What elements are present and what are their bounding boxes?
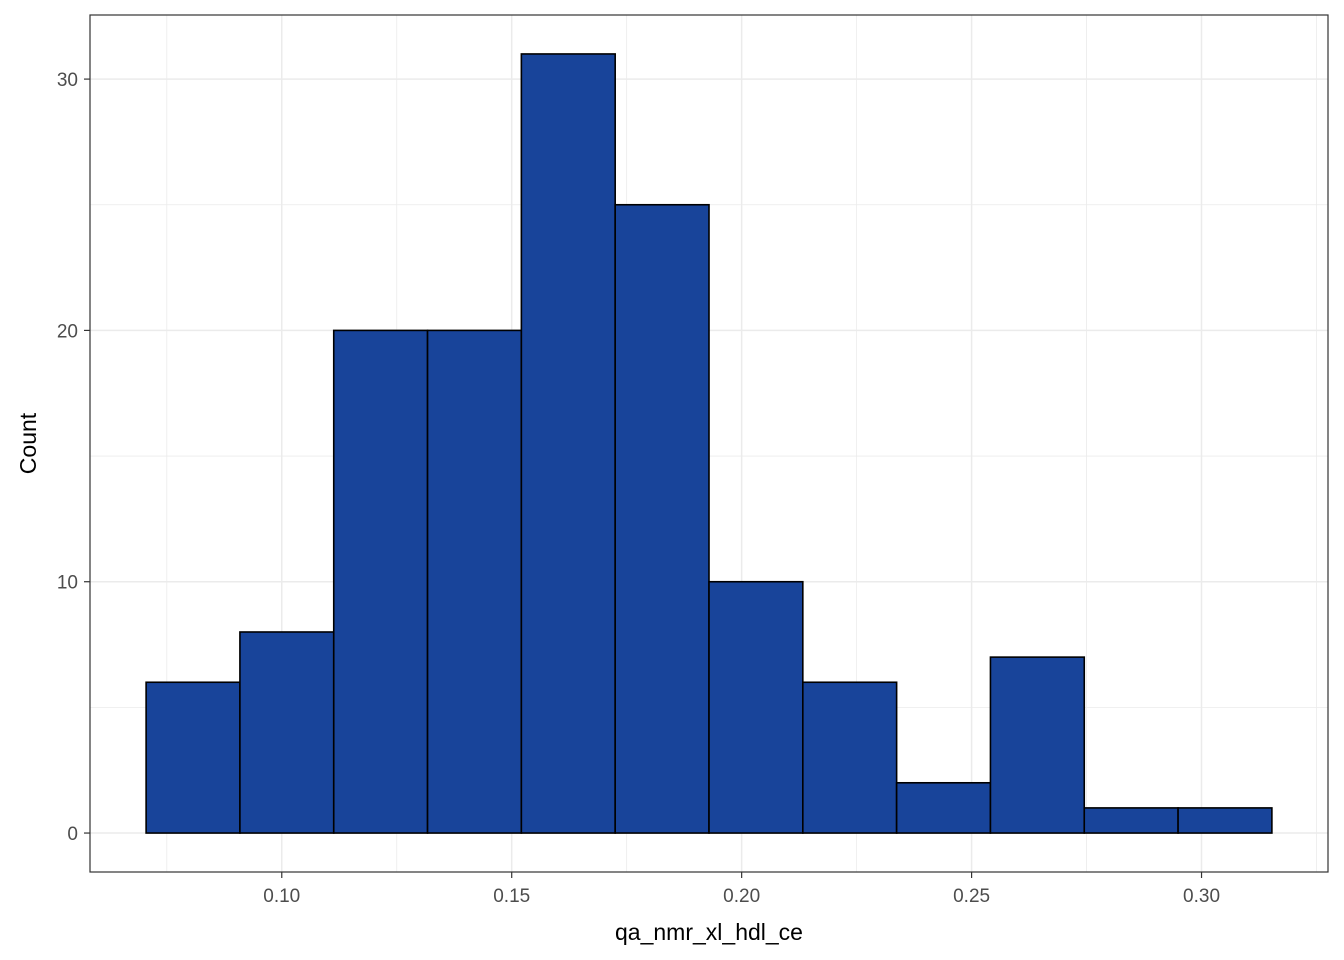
histogram-bars bbox=[145, 53, 1273, 834]
y-tick-label: 20 bbox=[57, 321, 78, 342]
histogram-bar-7 bbox=[708, 580, 804, 834]
x-axis-title: qa_nmr_xl_hdl_ce bbox=[615, 919, 803, 945]
histogram-bar-11 bbox=[1083, 807, 1179, 834]
histogram-bar-8 bbox=[802, 681, 898, 834]
histogram-bar-12 bbox=[1177, 807, 1273, 834]
histogram-bar-1 bbox=[145, 681, 241, 834]
histogram-bar-6 bbox=[614, 203, 710, 834]
histogram-bar-9 bbox=[895, 781, 992, 834]
y-tick-label: 10 bbox=[57, 573, 78, 594]
histogram-bar-2 bbox=[239, 631, 335, 834]
y-tick-label: 0 bbox=[67, 824, 78, 845]
histogram-bar-5 bbox=[520, 53, 616, 834]
y-axis-title: Count bbox=[15, 412, 41, 474]
x-tick-label: 0.30 bbox=[1183, 886, 1220, 907]
x-tick-label: 0.10 bbox=[263, 886, 300, 907]
histogram-bar-3 bbox=[332, 329, 429, 834]
histogram-bar-4 bbox=[426, 329, 523, 834]
histogram-bar-10 bbox=[989, 656, 1086, 834]
x-tick-label: 0.15 bbox=[493, 886, 530, 907]
x-tick-label: 0.25 bbox=[953, 886, 990, 907]
x-tick-label: 0.20 bbox=[723, 886, 760, 907]
y-tick-label: 30 bbox=[57, 70, 78, 91]
axis-ticks: 0.10 0.15 0.20 0.25 0.30 0 10 20 30 bbox=[57, 70, 1220, 907]
panel-border bbox=[89, 14, 1329, 873]
